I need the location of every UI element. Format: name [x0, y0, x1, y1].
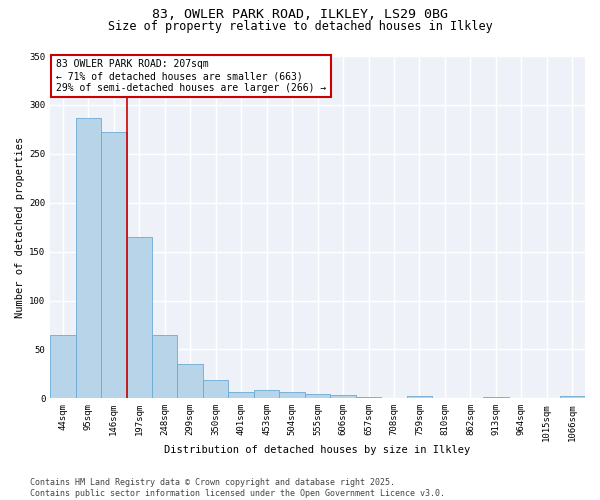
Bar	[203, 380, 229, 398]
Bar	[76, 118, 101, 398]
Bar	[101, 132, 127, 398]
Text: 83 OWLER PARK ROAD: 207sqm
← 71% of detached houses are smaller (663)
29% of sem: 83 OWLER PARK ROAD: 207sqm ← 71% of deta…	[56, 60, 326, 92]
Bar	[305, 394, 331, 398]
Bar	[254, 390, 280, 398]
Bar	[178, 364, 203, 398]
Bar	[407, 396, 432, 398]
Bar	[331, 396, 356, 398]
Bar	[127, 237, 152, 398]
Text: Size of property relative to detached houses in Ilkley: Size of property relative to detached ho…	[107, 20, 493, 33]
Bar	[50, 335, 76, 398]
X-axis label: Distribution of detached houses by size in Ilkley: Distribution of detached houses by size …	[164, 445, 471, 455]
Text: Contains HM Land Registry data © Crown copyright and database right 2025.
Contai: Contains HM Land Registry data © Crown c…	[30, 478, 445, 498]
Bar	[280, 392, 305, 398]
Text: 83, OWLER PARK ROAD, ILKLEY, LS29 0BG: 83, OWLER PARK ROAD, ILKLEY, LS29 0BG	[152, 8, 448, 20]
Bar	[152, 335, 178, 398]
Y-axis label: Number of detached properties: Number of detached properties	[15, 136, 25, 318]
Bar	[560, 396, 585, 398]
Bar	[229, 392, 254, 398]
